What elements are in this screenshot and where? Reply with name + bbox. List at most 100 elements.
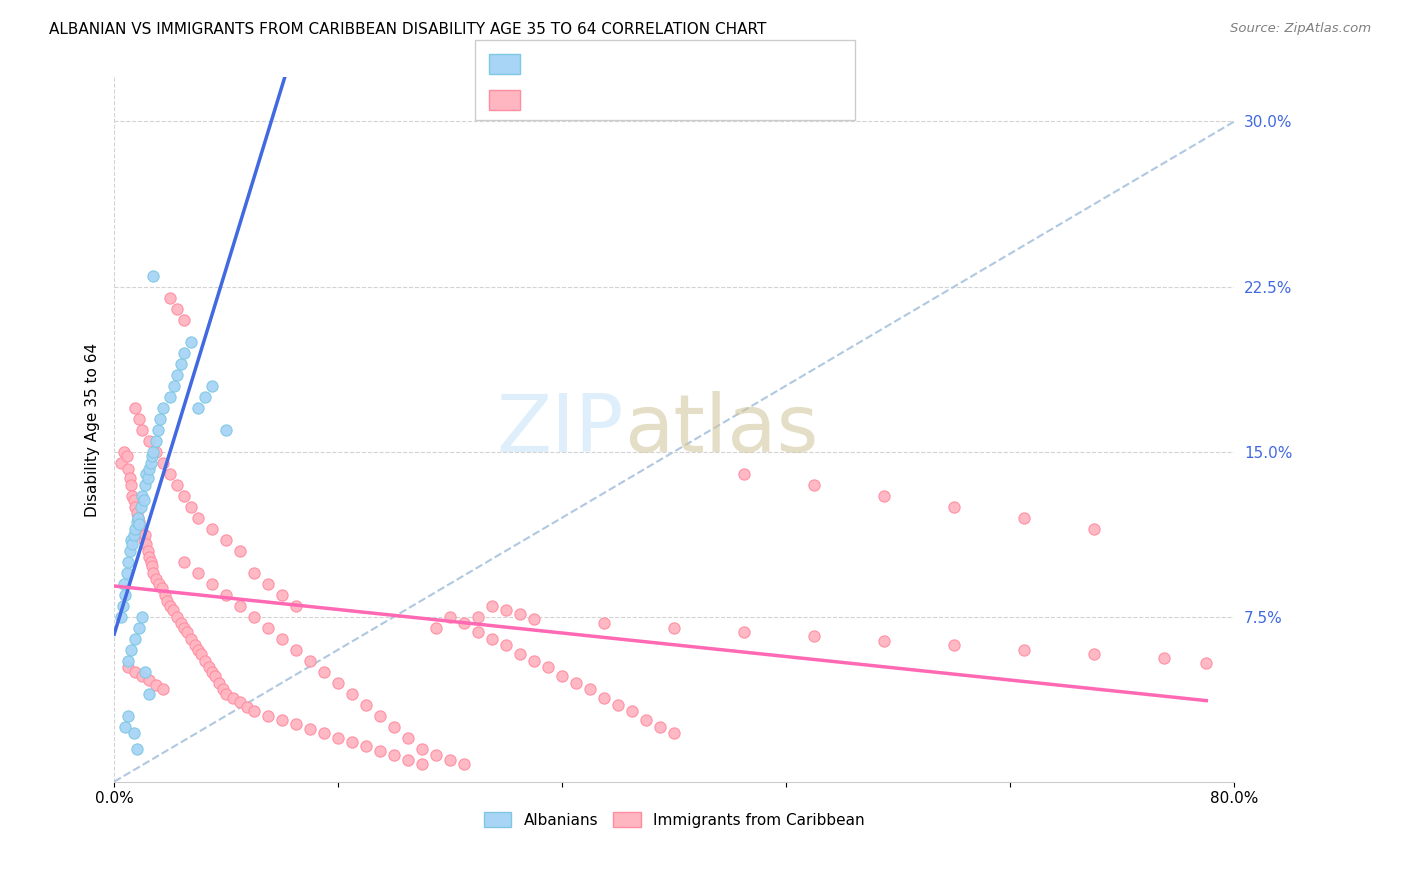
Point xyxy=(127,510,149,524)
Point xyxy=(354,739,377,754)
Point xyxy=(111,599,134,613)
Point xyxy=(128,621,150,635)
Point xyxy=(173,312,195,326)
Text: atlas: atlas xyxy=(624,391,818,468)
Point xyxy=(184,638,207,652)
Point xyxy=(201,665,224,679)
Point xyxy=(159,390,181,404)
Point xyxy=(129,500,152,514)
Point xyxy=(134,528,156,542)
Point xyxy=(204,669,226,683)
Point xyxy=(163,378,186,392)
Point xyxy=(354,698,377,712)
Point xyxy=(453,757,475,772)
Point xyxy=(166,301,188,316)
Point xyxy=(873,633,896,648)
Text: 0.323: 0.323 xyxy=(591,57,638,71)
Point xyxy=(943,500,966,514)
Point xyxy=(271,632,294,646)
Point xyxy=(115,566,138,580)
Point xyxy=(153,588,176,602)
Point xyxy=(132,533,155,547)
Point xyxy=(523,612,546,626)
Point xyxy=(257,708,280,723)
Point xyxy=(145,678,167,692)
Point xyxy=(481,599,503,613)
Point xyxy=(453,616,475,631)
Point xyxy=(159,599,181,613)
Point xyxy=(110,609,132,624)
Point xyxy=(162,603,184,617)
Point xyxy=(215,423,238,437)
Text: 146: 146 xyxy=(731,93,763,107)
Point xyxy=(314,726,336,740)
Point xyxy=(1195,656,1218,670)
Point xyxy=(396,753,419,767)
Point xyxy=(215,588,238,602)
Point xyxy=(136,543,159,558)
Point xyxy=(425,621,447,635)
Point xyxy=(733,467,755,481)
Point xyxy=(328,675,350,690)
Legend: Albanians, Immigrants from Caribbean: Albanians, Immigrants from Caribbean xyxy=(478,805,870,834)
Point xyxy=(124,522,146,536)
Point xyxy=(198,660,221,674)
Point xyxy=(128,411,150,425)
Text: ZIP: ZIP xyxy=(496,391,624,468)
Point xyxy=(243,609,266,624)
Point xyxy=(152,682,174,697)
Point xyxy=(187,401,209,415)
Point xyxy=(180,500,202,514)
Point xyxy=(607,698,630,712)
Point xyxy=(142,566,165,580)
Point xyxy=(118,543,141,558)
Point xyxy=(131,423,153,437)
Point xyxy=(117,654,139,668)
Point xyxy=(481,632,503,646)
Point xyxy=(439,753,461,767)
Point xyxy=(299,654,322,668)
Point xyxy=(115,449,138,463)
Point xyxy=(114,588,136,602)
Point xyxy=(136,471,159,485)
Point xyxy=(170,616,193,631)
Point xyxy=(368,708,391,723)
Point xyxy=(212,682,235,697)
Point xyxy=(156,594,179,608)
Point xyxy=(621,704,644,718)
Point xyxy=(124,500,146,514)
Point xyxy=(132,493,155,508)
Point xyxy=(229,695,252,709)
Point xyxy=(579,682,602,697)
Point xyxy=(141,559,163,574)
Point xyxy=(125,741,148,756)
Point xyxy=(131,526,153,541)
Point xyxy=(180,334,202,349)
Point xyxy=(176,625,198,640)
Text: R =: R = xyxy=(531,57,560,71)
Point xyxy=(135,537,157,551)
Point xyxy=(243,566,266,580)
Point xyxy=(180,632,202,646)
Point xyxy=(650,720,672,734)
Point xyxy=(495,638,517,652)
Point xyxy=(509,647,531,661)
Point xyxy=(122,528,145,542)
Point xyxy=(114,720,136,734)
Point xyxy=(537,660,560,674)
Point xyxy=(166,609,188,624)
Point xyxy=(148,576,170,591)
Point xyxy=(146,423,169,437)
Point xyxy=(173,345,195,359)
Point xyxy=(138,434,160,448)
Point xyxy=(467,609,489,624)
Point xyxy=(1083,647,1105,661)
Point xyxy=(120,533,142,547)
Text: 50: 50 xyxy=(731,57,752,71)
Point xyxy=(166,368,188,382)
Point xyxy=(299,722,322,736)
Point xyxy=(222,691,245,706)
Point xyxy=(131,489,153,503)
Text: ALBANIAN VS IMMIGRANTS FROM CARIBBEAN DISABILITY AGE 35 TO 64 CORRELATION CHART: ALBANIAN VS IMMIGRANTS FROM CARIBBEAN DI… xyxy=(49,22,766,37)
Point xyxy=(229,543,252,558)
